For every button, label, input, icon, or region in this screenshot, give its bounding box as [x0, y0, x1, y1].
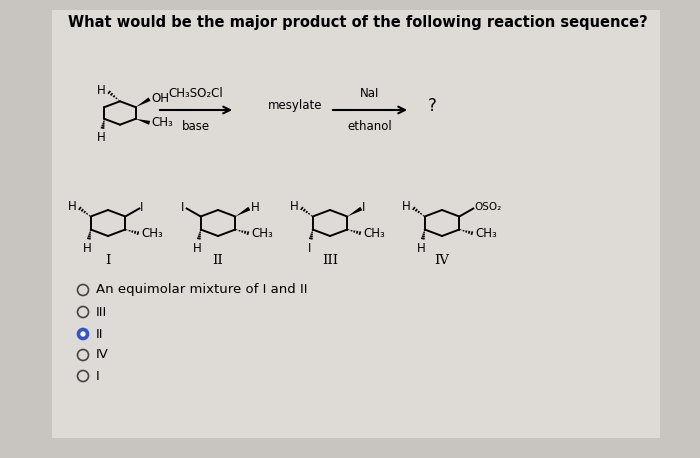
- Circle shape: [81, 332, 85, 336]
- Text: CH₃: CH₃: [141, 227, 163, 240]
- Text: base: base: [182, 120, 210, 133]
- Circle shape: [78, 328, 88, 339]
- Text: I: I: [96, 370, 99, 382]
- Text: H: H: [402, 200, 411, 213]
- Text: An equimolar mixture of I and II: An equimolar mixture of I and II: [96, 284, 307, 296]
- Text: H: H: [417, 242, 426, 256]
- Polygon shape: [347, 207, 363, 217]
- Text: I: I: [181, 201, 185, 214]
- Text: What would be the major product of the following reaction sequence?: What would be the major product of the f…: [68, 15, 648, 30]
- Text: ?: ?: [428, 97, 437, 115]
- Text: CH₃: CH₃: [363, 227, 385, 240]
- Text: H: H: [68, 200, 77, 213]
- Text: OH: OH: [152, 92, 169, 104]
- FancyBboxPatch shape: [52, 10, 660, 438]
- Text: I: I: [363, 201, 365, 214]
- Text: H: H: [193, 242, 202, 256]
- Text: H: H: [251, 201, 260, 214]
- Text: I: I: [105, 254, 111, 267]
- Text: IV: IV: [96, 349, 109, 361]
- Text: I: I: [308, 242, 312, 256]
- Text: H: H: [97, 131, 106, 144]
- Text: H: H: [83, 242, 92, 256]
- Polygon shape: [235, 207, 251, 217]
- Text: III: III: [322, 254, 338, 267]
- Text: II: II: [213, 254, 223, 267]
- Text: H: H: [290, 200, 299, 213]
- Text: CH₃SO₂Cl: CH₃SO₂Cl: [169, 87, 223, 100]
- Text: H: H: [97, 84, 106, 97]
- Polygon shape: [136, 98, 150, 107]
- Text: IV: IV: [435, 254, 449, 267]
- Text: III: III: [96, 305, 107, 318]
- Text: NaI: NaI: [360, 87, 379, 100]
- Polygon shape: [136, 119, 150, 125]
- Text: CH₃: CH₃: [152, 116, 174, 129]
- Text: CH₃: CH₃: [475, 227, 497, 240]
- Text: ethanol: ethanol: [348, 120, 393, 133]
- Text: CH₃: CH₃: [251, 227, 273, 240]
- Text: mesylate: mesylate: [267, 99, 322, 113]
- Text: I: I: [140, 201, 143, 214]
- Text: II: II: [96, 327, 104, 340]
- Text: OSO₂: OSO₂: [475, 202, 502, 212]
